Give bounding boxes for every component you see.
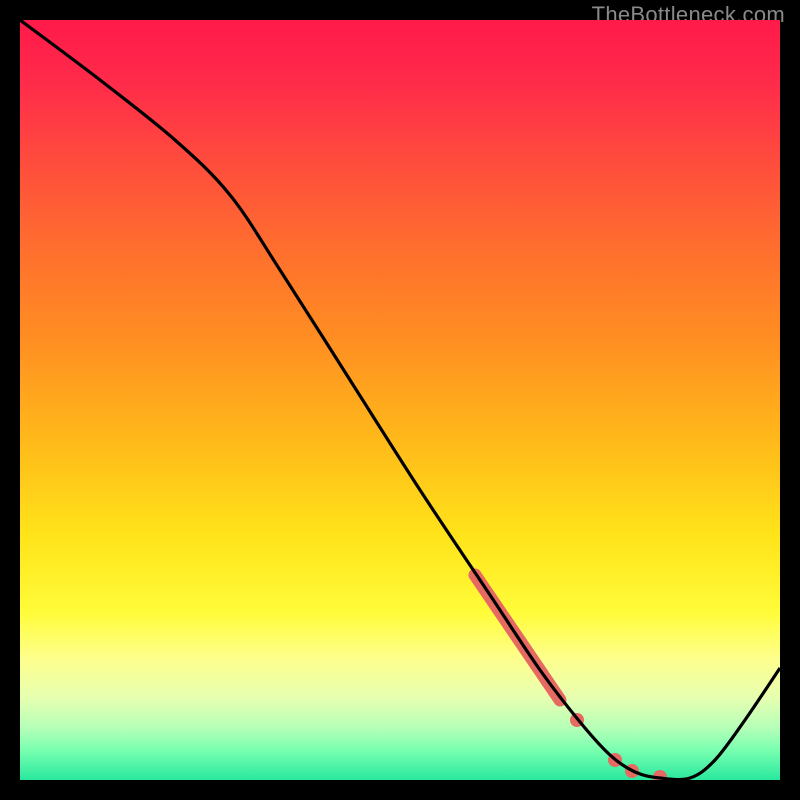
plot-area [20,20,780,780]
chart-container: TheBottleneck.com [0,0,800,800]
chart-svg [20,20,780,780]
gradient-background [20,20,780,780]
